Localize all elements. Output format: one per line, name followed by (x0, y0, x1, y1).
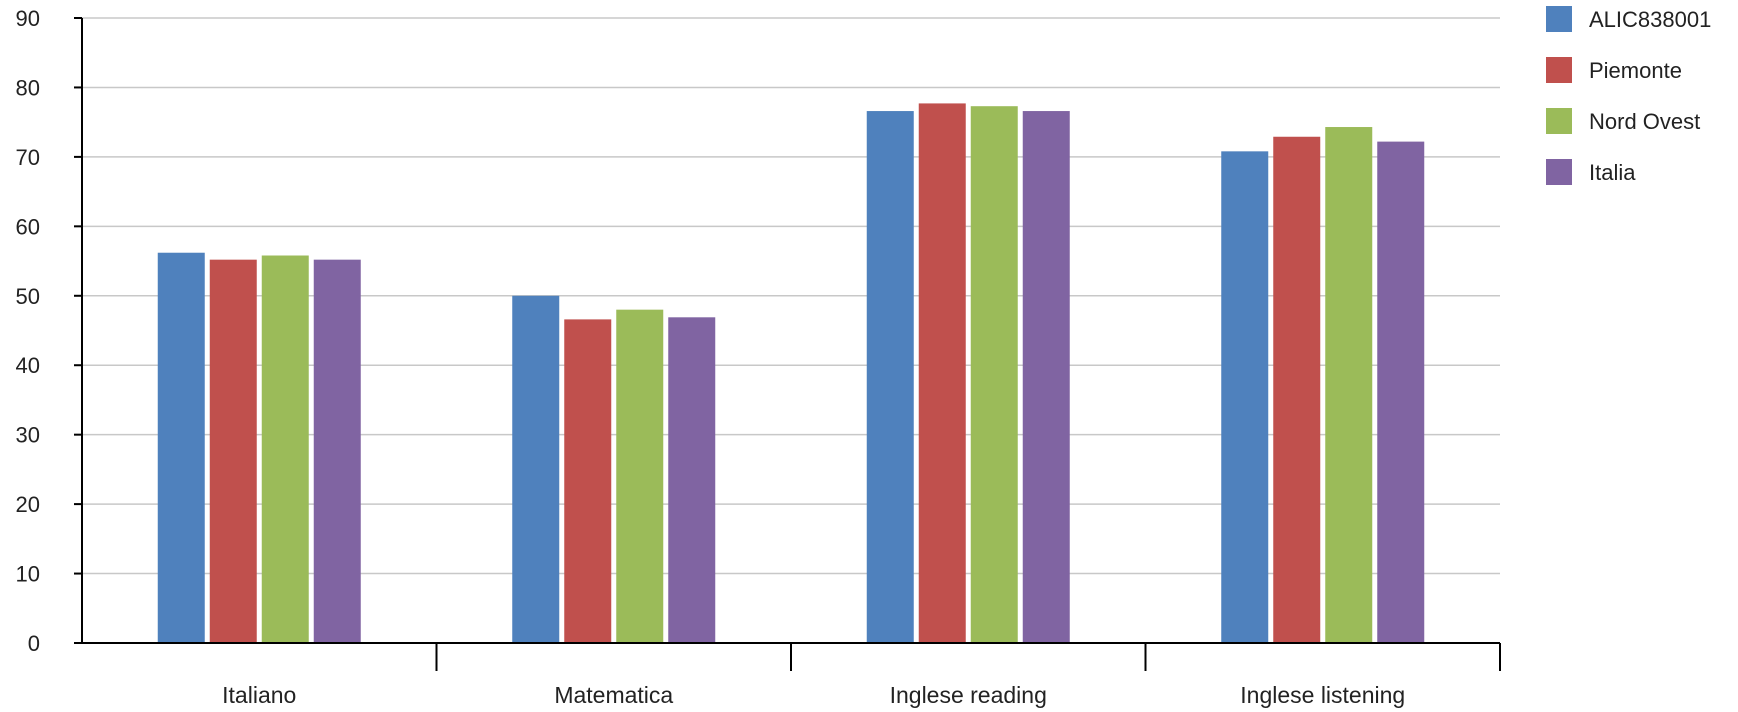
legend-label-3: Nord Ovest (1589, 109, 1700, 134)
bar-inglese-reading-italia (1022, 111, 1070, 644)
x-axis-category-labels: Italiano Matematica Inglese reading Inglese… (222, 682, 1405, 708)
bar-inglese-listening-italia (1377, 141, 1425, 643)
bar-italiano-alic838001 (157, 252, 205, 643)
bar-matematica-piemonte (564, 319, 612, 643)
legend-label-1: ALIC838001 (1589, 7, 1711, 32)
y-tick-label-10: 10 (16, 562, 40, 587)
y-tick-label-80: 80 (16, 75, 40, 100)
bar-inglese-reading-piemonte (918, 103, 966, 643)
bar-inglese-listening-alic838001 (1221, 151, 1269, 644)
bar-italiano-piemonte (209, 259, 257, 643)
x-category-label-2: Matematica (554, 682, 673, 708)
legend: ALIC838001 Piemonte Nord Ovest Italia (1546, 6, 1711, 185)
y-tick-label-0: 0 (28, 631, 40, 656)
legend-swatch-3 (1546, 108, 1572, 134)
x-category-label-1: Italiano (222, 682, 296, 708)
legend-label-4: Italia (1589, 160, 1636, 185)
legend-label-2: Piemonte (1589, 58, 1682, 83)
y-axis-tick-labels: 0 10 20 30 40 50 60 70 80 90 (16, 6, 40, 656)
y-tick-label-30: 30 (16, 423, 40, 448)
x-category-label-3: Inglese reading (890, 682, 1047, 708)
legend-swatch-2 (1546, 57, 1572, 83)
y-tick-label-40: 40 (16, 353, 40, 378)
bar-inglese-listening-nord-ovest (1325, 127, 1373, 644)
bar-inglese-reading-nord-ovest (970, 106, 1018, 643)
bars (157, 103, 1425, 644)
y-tick-label-50: 50 (16, 284, 40, 309)
bar-italiano-nord-ovest (261, 255, 309, 643)
y-tick-label-90: 90 (16, 6, 40, 31)
legend-swatch-4 (1546, 159, 1572, 185)
legend-swatch-1 (1546, 6, 1572, 32)
bar-matematica-nord-ovest (616, 309, 664, 643)
y-tick-label-60: 60 (16, 214, 40, 239)
bar-matematica-italia (668, 317, 716, 643)
y-tick-label-20: 20 (16, 492, 40, 517)
y-tick-label-70: 70 (16, 145, 40, 170)
axes (74, 17, 1501, 671)
bar-inglese-reading-alic838001 (866, 111, 914, 644)
x-category-label-4: Inglese listening (1240, 682, 1405, 708)
bar-inglese-listening-piemonte (1273, 136, 1321, 643)
bar-matematica-alic838001 (512, 295, 560, 643)
bar-italiano-italia (313, 259, 361, 643)
